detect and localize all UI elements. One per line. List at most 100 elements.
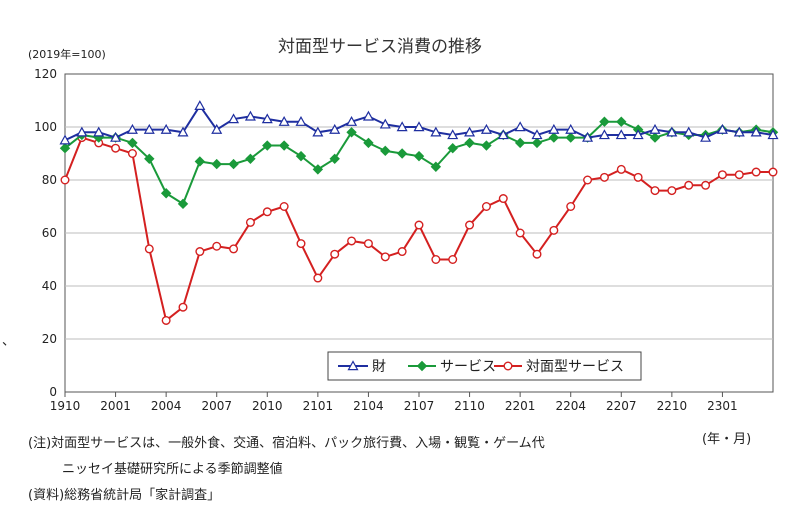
data-point xyxy=(733,126,745,137)
chart-title: 対面型サービス消費の推移 xyxy=(278,37,482,57)
data-point xyxy=(447,129,459,140)
series-group xyxy=(59,100,779,325)
x-tick-label: 2101 xyxy=(303,399,334,413)
data-point xyxy=(261,113,273,124)
data-point xyxy=(330,249,340,259)
data-point xyxy=(582,131,594,142)
data-point xyxy=(212,241,222,251)
data-point xyxy=(262,140,273,151)
x-tick-label: 2010 xyxy=(252,399,283,413)
data-point xyxy=(532,249,542,259)
data-point xyxy=(514,137,526,149)
data-point xyxy=(127,148,137,158)
legend-swatch-marker xyxy=(503,361,513,371)
data-point xyxy=(278,115,290,126)
data-point xyxy=(396,148,408,159)
data-point xyxy=(211,158,222,170)
data-point xyxy=(632,129,644,140)
data-point xyxy=(229,244,239,254)
data-point xyxy=(717,170,727,180)
data-point xyxy=(380,145,391,157)
x-tick-label: 2204 xyxy=(555,399,586,413)
data-point xyxy=(650,186,660,196)
data-point xyxy=(430,126,442,137)
data-point xyxy=(599,116,610,127)
data-point xyxy=(549,225,559,235)
data-point xyxy=(616,116,627,127)
data-point xyxy=(701,180,711,190)
data-point xyxy=(480,123,492,134)
legend-swatch-marker xyxy=(347,360,359,371)
data-point xyxy=(633,172,643,182)
x-tick-label: 2001 xyxy=(100,399,131,413)
data-point xyxy=(683,126,695,137)
data-point xyxy=(481,140,492,151)
data-point xyxy=(177,126,189,137)
data-point xyxy=(245,217,255,227)
line-chart: 対面型サービス消費の推移 (2019年=100) 0 20 40 60 80 100 120… xyxy=(28,37,779,413)
data-point xyxy=(465,220,475,230)
x-tick-label: 2007 xyxy=(201,399,232,413)
data-point xyxy=(245,153,256,165)
data-point xyxy=(59,142,71,154)
y-tick-label: 20 xyxy=(42,332,57,346)
y-unit-label: (2019年=100) xyxy=(28,47,106,61)
data-point xyxy=(312,164,324,175)
data-point xyxy=(548,132,560,143)
data-point xyxy=(144,153,155,165)
data-point xyxy=(160,188,172,199)
data-point xyxy=(684,180,694,190)
data-point xyxy=(379,118,391,129)
data-point xyxy=(716,123,728,134)
data-point xyxy=(93,126,105,137)
data-point xyxy=(228,158,239,170)
data-point xyxy=(616,164,626,174)
legend: 財 サービス 対面型サービス xyxy=(327,351,642,381)
data-point xyxy=(194,156,206,167)
data-point xyxy=(363,239,373,249)
data-point xyxy=(195,247,205,257)
x-tick-label: 2207 xyxy=(606,399,637,413)
data-point xyxy=(548,123,560,134)
data-point xyxy=(329,123,341,134)
data-point xyxy=(566,201,576,211)
data-point xyxy=(397,247,407,257)
data-point xyxy=(649,123,661,134)
data-point xyxy=(414,220,424,230)
note-line-3: (資料)総務省統計局「家計調査」 xyxy=(28,488,221,503)
data-point xyxy=(380,252,390,262)
legend-label: サービス xyxy=(440,359,496,375)
data-point xyxy=(329,153,340,165)
note-line-1: (注)対面型サービスは、一般外食、交通、宿泊料、パック旅行費、入場・観覧・ゲーム… xyxy=(28,436,545,451)
data-point xyxy=(565,132,576,143)
x-tick-label: 2110 xyxy=(454,399,485,413)
data-point xyxy=(448,254,458,264)
data-point xyxy=(312,126,324,137)
x-axis: 1910 2001 2004 2007 2010 2101 2104 2107 2110 2201… xyxy=(50,392,738,413)
data-point xyxy=(599,172,609,182)
y-tick-label: 0 xyxy=(49,385,57,399)
data-point xyxy=(531,129,543,140)
data-point xyxy=(211,123,223,134)
data-point xyxy=(649,132,661,143)
data-point xyxy=(768,167,778,177)
data-point xyxy=(295,150,307,162)
data-point xyxy=(110,131,122,142)
data-point xyxy=(59,134,71,145)
data-point xyxy=(126,123,138,134)
data-point xyxy=(228,113,240,124)
data-point xyxy=(497,129,509,140)
x-tick-label: 2004 xyxy=(151,399,182,413)
data-point xyxy=(178,302,188,312)
data-point xyxy=(666,126,678,137)
data-point xyxy=(111,143,121,153)
data-point xyxy=(750,126,762,137)
data-point xyxy=(751,167,761,177)
data-point xyxy=(447,142,458,154)
x-tick-label: 2107 xyxy=(404,399,435,413)
data-point xyxy=(430,161,442,172)
data-point xyxy=(279,201,289,211)
data-point xyxy=(431,254,441,264)
data-point xyxy=(313,273,323,283)
legend-box xyxy=(327,351,642,381)
